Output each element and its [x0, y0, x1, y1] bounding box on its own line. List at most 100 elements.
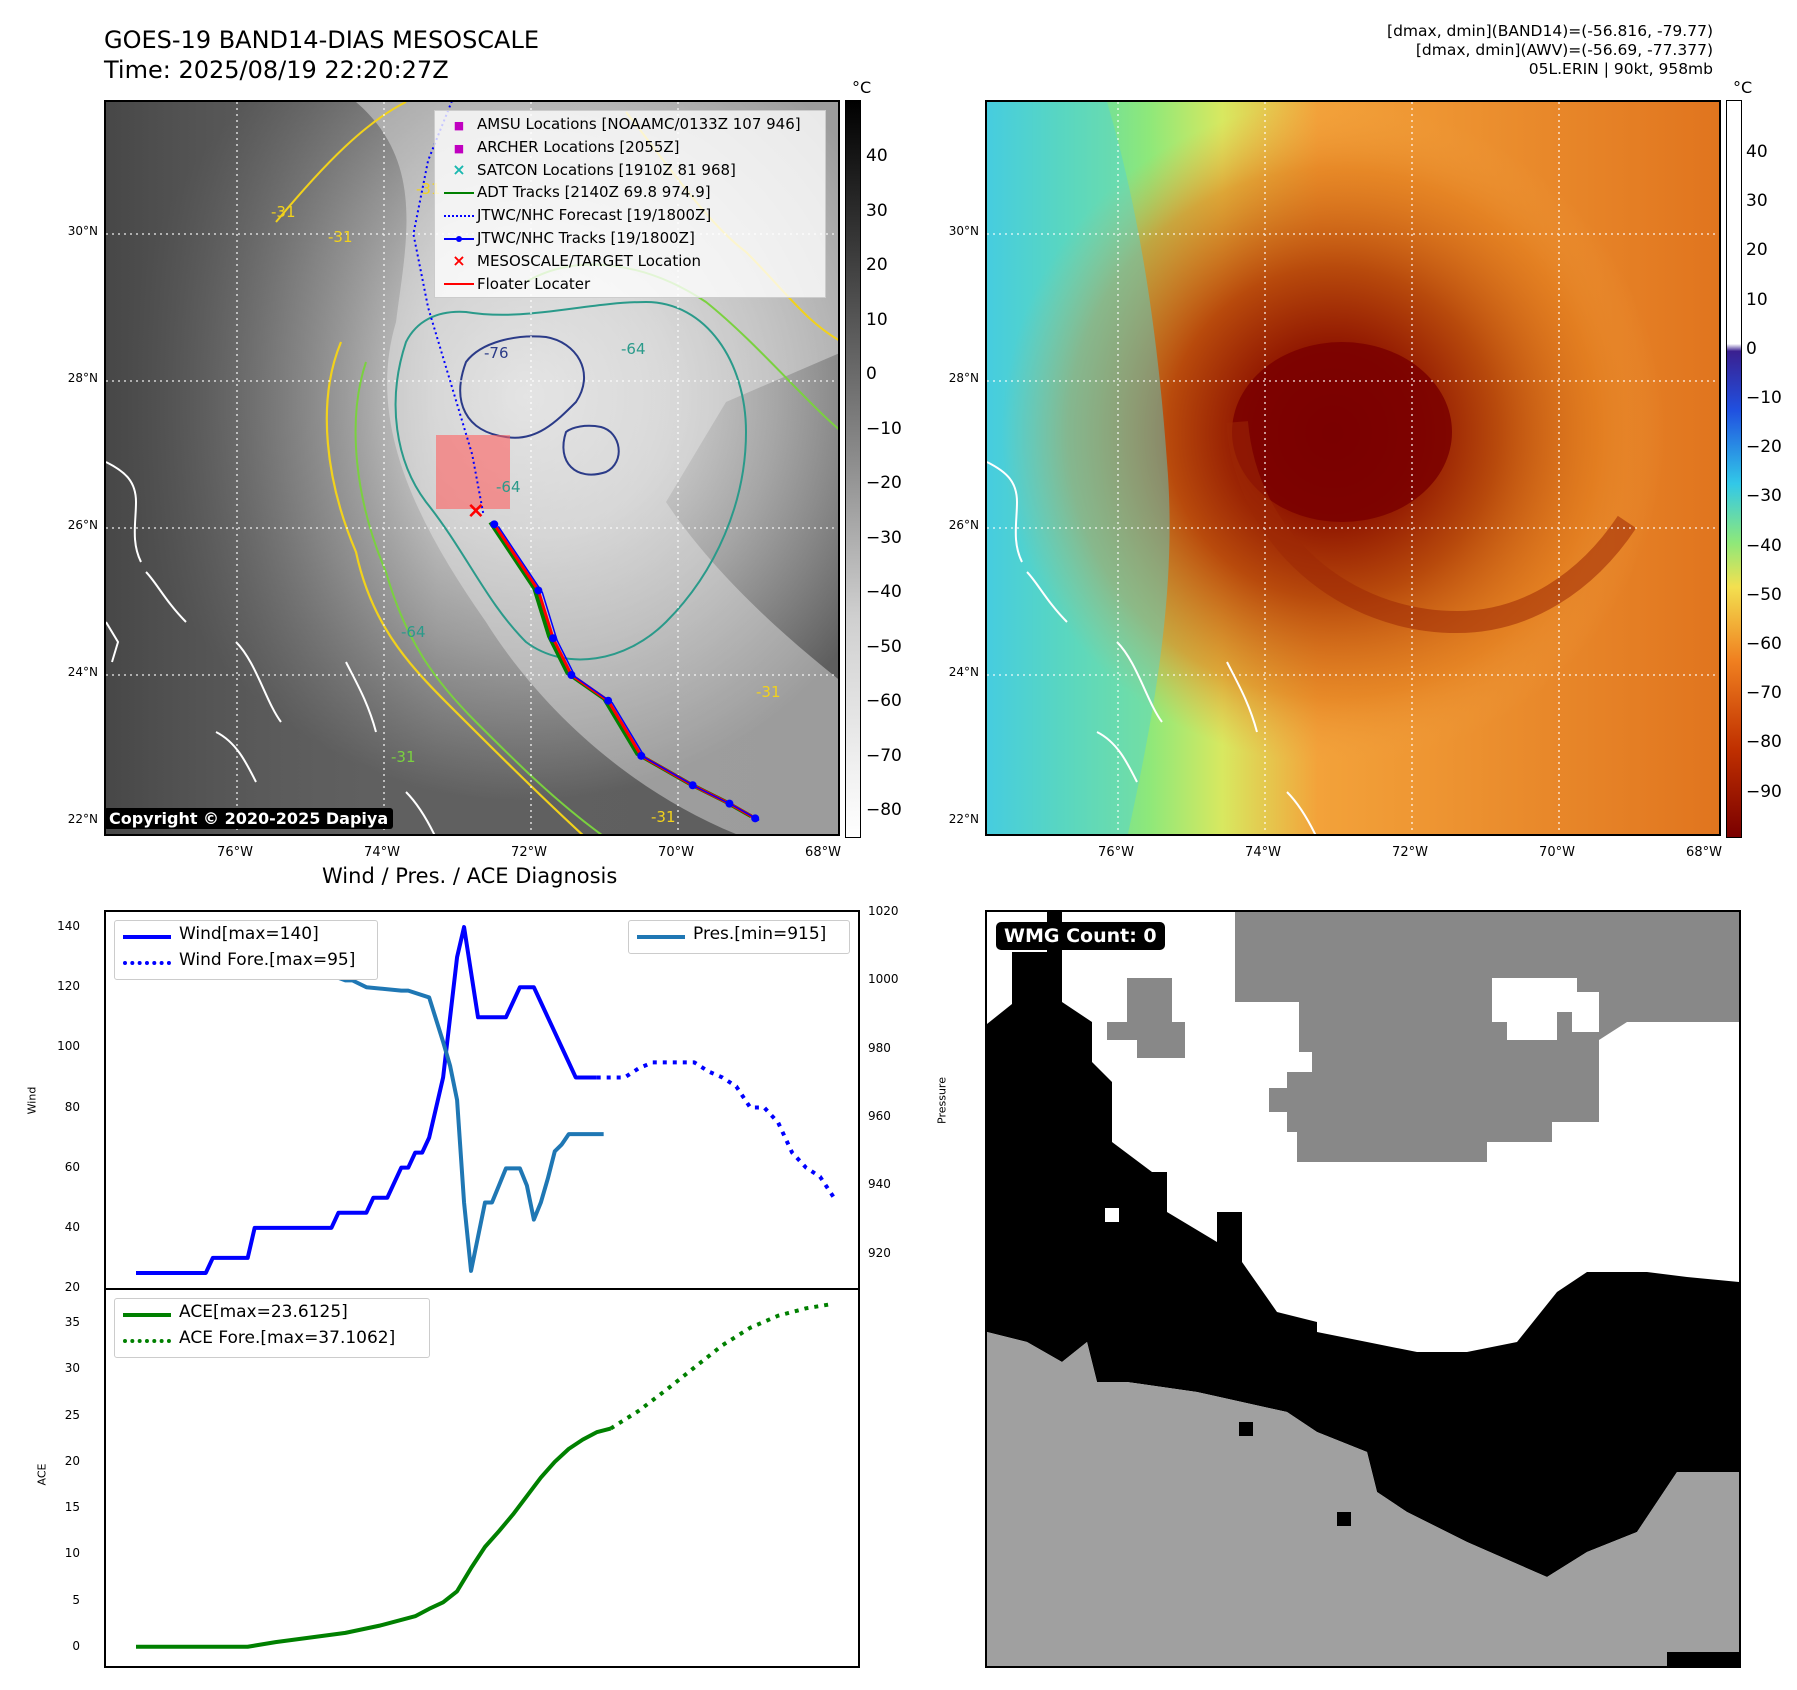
map-legend-item: JTWC/NHC Tracks [19/1800Z]	[441, 228, 695, 248]
contour-label: -31	[756, 683, 781, 701]
ir-colorbar	[845, 100, 861, 838]
pressure-axis-label: Pressure	[935, 1077, 949, 1124]
legend-label: MESOSCALE/TARGET Location	[477, 251, 702, 270]
y-tick-label: 20	[64, 1280, 80, 1294]
legend-label: JTWC/NHC Forecast [19/1800Z]	[477, 206, 712, 225]
wmg-panel[interactable]	[985, 910, 1741, 1668]
lon-label: 74°W	[364, 845, 400, 860]
target-location-marker: ×	[467, 499, 485, 524]
ir-navy-contour	[459, 335, 586, 439]
pressure-legend: Pres.[min=915]	[628, 920, 850, 954]
contour-label: -64	[401, 623, 426, 641]
chart-title: GOES-19 BAND14-DIAS MESOSCALE	[104, 26, 540, 54]
y-tick-label: 0	[72, 1638, 80, 1653]
wmg-white-dot	[1105, 1208, 1119, 1222]
colorbar-tick-label: −10	[866, 418, 902, 439]
map-legend-item: ADT Tracks [2140Z 69.8 974.9]	[441, 182, 711, 202]
series-line	[596, 1060, 836, 1199]
lat-label: 24°N	[948, 665, 979, 679]
ace-legend-label: ACE[max=23.6125]	[179, 1302, 348, 1322]
wmg-gray-region-north	[1235, 912, 1739, 1162]
lon-label: 72°W	[1392, 845, 1428, 860]
wmg-svg	[987, 912, 1739, 1666]
lat-label: 26°N	[948, 518, 979, 532]
series-line	[609, 1301, 835, 1431]
legend-symbol-icon	[441, 205, 477, 225]
wind-fore-legend-line	[123, 961, 171, 965]
ir-yellow-contour	[325, 341, 584, 834]
wmg-black-band	[987, 912, 1739, 1577]
y-tick-label: 100	[57, 1039, 80, 1054]
wind-legend: Wind[max=140] Wind Fore.[max=95]	[114, 920, 378, 980]
wmg-gray-small	[1107, 978, 1297, 1112]
legend-symbol-icon	[441, 274, 477, 294]
wind-fore-legend-label: Wind Fore.[max=95]	[179, 950, 356, 970]
colorbar-tick-label: 30	[1746, 191, 1768, 212]
legend-label: SATCON Locations [1910Z 81 968]	[477, 160, 736, 179]
y-tick-label: 20	[64, 1453, 80, 1468]
contour-labels: -31 -31 -31 -76 -64 -64 -64 -31 -31 -31	[271, 180, 781, 826]
colorbar-tick-label: −50	[866, 636, 902, 657]
y-tick-label: 920	[868, 1245, 891, 1260]
series-line	[136, 925, 597, 1275]
map-legend-item: × SATCON Locations [1910Z 81 968]	[441, 160, 736, 180]
lat-label: 22°N	[948, 812, 979, 826]
contour-label: -64	[496, 478, 521, 496]
awv-eye-region	[1232, 342, 1452, 522]
ace-svg	[136, 1301, 835, 1649]
colorbar-tick-label: 30	[866, 200, 888, 221]
grid-lines	[987, 102, 1719, 834]
floater-box	[436, 435, 510, 509]
colorbar-tick-label: −80	[866, 800, 902, 820]
awv-map-svg	[987, 102, 1719, 834]
colorbar-tick-label: 40	[866, 146, 888, 166]
y-tick-label: 960	[868, 1109, 891, 1124]
wind-legend-line	[123, 935, 171, 939]
lon-label: 72°W	[511, 845, 547, 860]
storm-info: [dmax, dmin](BAND14)=(-56.816, -79.77) […	[1387, 22, 1713, 79]
colorbar-tick-label: −20	[1746, 437, 1782, 458]
wmg-black-dot	[1239, 1422, 1253, 1436]
y-tick-label: 5	[72, 1592, 80, 1607]
map-legend-item: JTWC/NHC Forecast [19/1800Z]	[441, 205, 711, 225]
contour-label: -76	[484, 344, 509, 362]
ace-legend: ACE[max=23.6125] ACE Fore.[max=37.1062]	[114, 1298, 430, 1358]
ace-fore-legend-label: ACE Fore.[max=37.1062]	[179, 1328, 396, 1348]
ace-chart[interactable]	[104, 1288, 860, 1668]
ir-navy-contour-2	[562, 424, 620, 476]
pressure-legend-line	[637, 935, 685, 939]
legend-label: JTWC/NHC Tracks [19/1800Z]	[477, 229, 695, 247]
lat-label: 22°N	[67, 812, 98, 826]
track-point	[688, 781, 697, 790]
colorbar-tick-label: 20	[1746, 240, 1768, 261]
y-tick-label: 60	[64, 1159, 80, 1174]
contour-label: -31	[328, 228, 353, 246]
awv-map-panel[interactable]	[985, 100, 1721, 836]
wmg-black-corner	[1667, 1652, 1739, 1666]
track-point	[567, 671, 576, 679]
map-legend-item: ■ ARCHER Locations [2055Z]	[441, 137, 680, 157]
track-point	[751, 814, 760, 823]
y-tick-label: 35	[64, 1315, 80, 1330]
colorbar-tick-label: −30	[1746, 486, 1782, 507]
track-point	[490, 520, 499, 529]
series-line	[136, 1426, 612, 1649]
lon-label: 76°W	[217, 845, 253, 860]
colorbar-tick-label: 0	[866, 364, 877, 384]
lon-label: 68°W	[805, 845, 841, 860]
lon-label: 76°W	[1098, 845, 1134, 860]
track-point	[725, 799, 734, 808]
awv-spiral-band	[1226, 420, 1637, 634]
legend-label: ARCHER Locations [2055Z]	[477, 137, 680, 156]
wind-legend-label: Wind[max=140]	[179, 924, 319, 944]
lat-label: 28°N	[948, 371, 979, 385]
y-tick-label: 140	[57, 919, 80, 934]
legend-symbol-icon: ■	[453, 119, 465, 132]
colorbar-tick-label: −40	[866, 582, 902, 602]
colorbar-tick-label: −70	[866, 745, 902, 766]
y-tick-label: 80	[64, 1099, 80, 1114]
ace-axis-label: ACE	[35, 1463, 49, 1486]
colorbar-tick-label: −90	[1746, 781, 1782, 802]
wind-axis-label: Wind	[25, 1086, 39, 1115]
coastline-bahamas	[987, 461, 1317, 834]
